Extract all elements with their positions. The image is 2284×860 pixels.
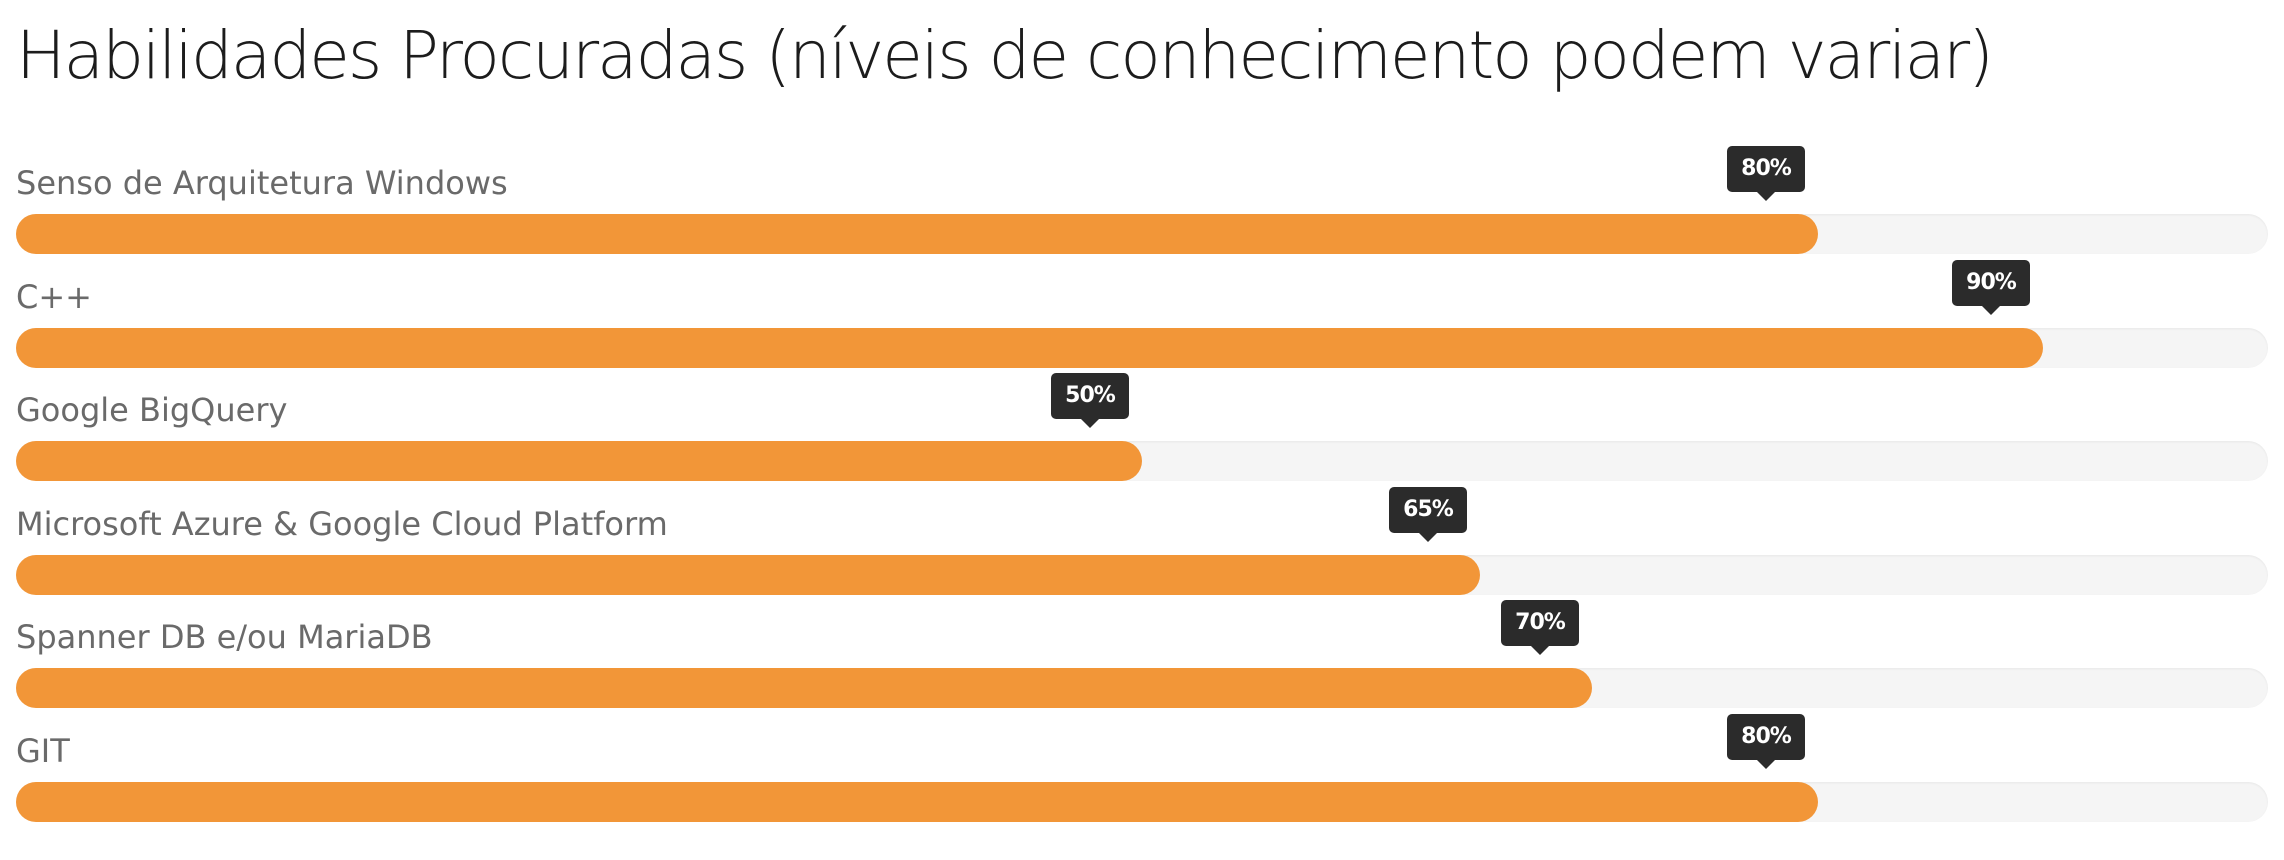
percent-badge: 80% xyxy=(1727,146,1805,201)
skill-item-databases: Spanner DB e/ou MariaDB 70% xyxy=(16,600,2268,714)
skill-item-bigquery: Google BigQuery 50% xyxy=(16,373,2268,487)
progress-fill xyxy=(16,214,1818,254)
progress-track xyxy=(16,781,2268,822)
progress-track xyxy=(16,327,2268,368)
skill-label: Google BigQuery xyxy=(16,391,288,429)
percent-badge: 65% xyxy=(1389,486,1467,542)
progress-track xyxy=(16,441,2268,481)
progress-fill xyxy=(16,781,1818,822)
skill-label: Senso de Arquitetura Windows xyxy=(16,164,508,202)
progress-fill xyxy=(16,327,2043,368)
progress-fill xyxy=(16,668,1592,708)
page-title: Habilidades Procuradas (níveis de conhec… xyxy=(16,17,1994,94)
skill-label: Microsoft Azure & Google Cloud Platform xyxy=(16,504,668,543)
progress-fill xyxy=(16,441,1142,481)
percent-badge: 90% xyxy=(1952,259,2030,315)
skill-label: GIT xyxy=(16,731,70,770)
skill-item-cloud-platforms: Microsoft Azure & Google Cloud Platform … xyxy=(16,486,2268,601)
percent-badge: 70% xyxy=(1501,600,1579,655)
progress-track xyxy=(16,668,2268,708)
skill-label: Spanner DB e/ou MariaDB xyxy=(16,618,433,656)
skill-label: C++ xyxy=(16,277,92,316)
progress-fill xyxy=(16,554,1480,595)
skill-item-cpp: C++ 90% xyxy=(16,259,2268,374)
progress-track xyxy=(16,214,2268,254)
percent-badge: 80% xyxy=(1727,713,1805,769)
progress-track xyxy=(16,554,2268,595)
skill-item-windows-architecture: Senso de Arquitetura Windows 80% xyxy=(16,146,2268,260)
percent-badge: 50% xyxy=(1051,373,1129,428)
skill-item-git: GIT 80% xyxy=(16,713,2268,828)
